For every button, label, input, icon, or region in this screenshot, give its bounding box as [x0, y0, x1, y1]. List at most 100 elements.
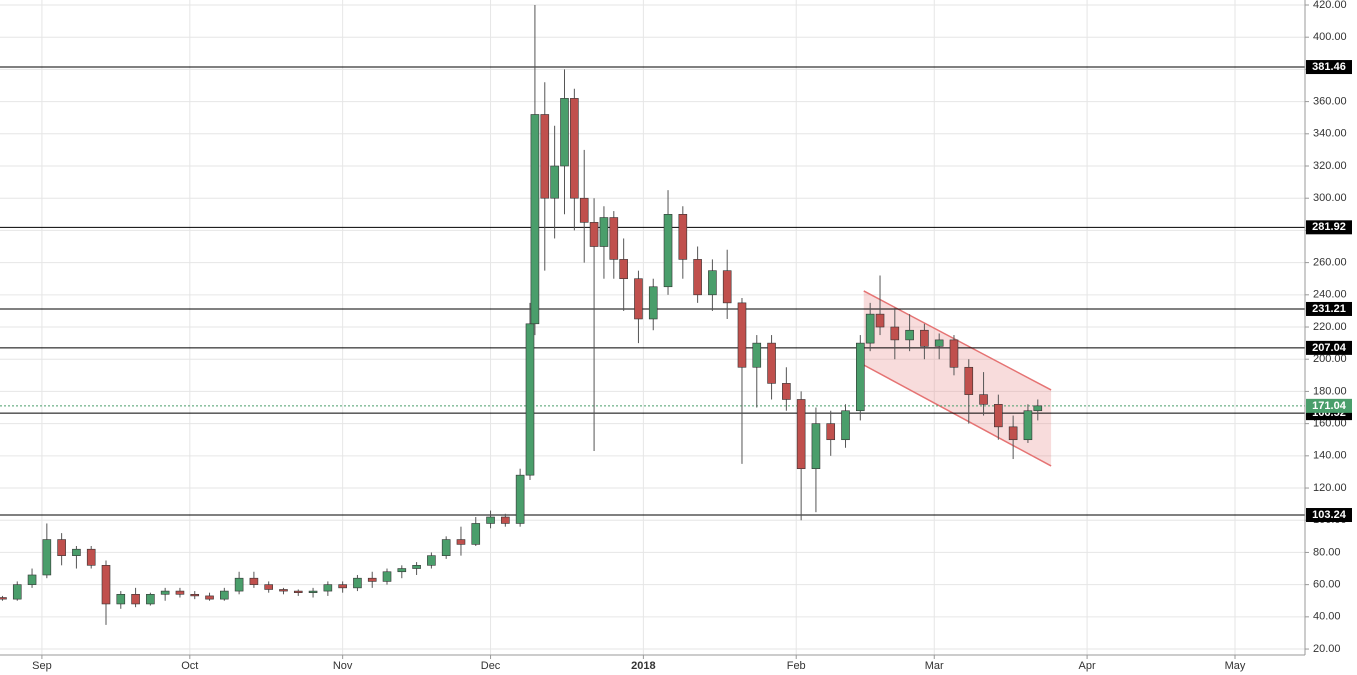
candle-body	[1023, 410, 1033, 441]
level-label: 103.24	[1312, 509, 1347, 521]
candle-body	[540, 114, 550, 199]
candle-body	[264, 584, 273, 590]
level-label: 231.21	[1312, 303, 1346, 315]
candle-body	[249, 577, 259, 585]
candle-body	[856, 342, 865, 412]
candle-body	[693, 259, 702, 296]
y-tick-label: 180.00	[1313, 385, 1347, 397]
level-label-box	[1306, 60, 1352, 75]
y-tick-label: 40.00	[1313, 611, 1341, 623]
y-tick-label: 260.00	[1313, 257, 1347, 269]
x-tick-label: May	[1225, 660, 1246, 672]
candle-body	[949, 339, 959, 368]
level-label-box	[1306, 220, 1352, 235]
level-label: 381.46	[1312, 61, 1346, 73]
candle-body	[101, 565, 111, 605]
y-tick-label: 420.00	[1313, 0, 1347, 11]
candle-body	[994, 404, 1003, 428]
candle-body	[811, 423, 821, 470]
candle-body	[397, 568, 407, 573]
level-label-box	[1306, 340, 1352, 355]
level-label: 281.92	[1312, 221, 1346, 233]
candle-body	[609, 217, 619, 260]
candle-body	[382, 571, 392, 582]
candle-body	[338, 584, 347, 589]
y-tick-label: 360.00	[1313, 96, 1347, 108]
candle-body	[441, 539, 451, 556]
candle-body	[427, 555, 436, 566]
candle-body	[205, 595, 214, 600]
candle-body	[648, 286, 658, 320]
candle-body	[367, 577, 377, 582]
candle-body	[865, 313, 875, 344]
y-tick-label: 340.00	[1313, 128, 1347, 140]
y-tick-label: 20.00	[1313, 643, 1341, 655]
candle-body	[293, 590, 303, 593]
candle-body	[353, 577, 362, 589]
level-label: 207.04	[1312, 342, 1347, 354]
candle-body	[979, 394, 988, 405]
candle-body	[57, 539, 66, 556]
candle-body	[190, 593, 200, 597]
candle-body	[323, 584, 333, 592]
candle-body	[486, 516, 495, 524]
candle-body	[160, 590, 170, 595]
candle-body	[841, 410, 850, 441]
candle-body	[1033, 405, 1043, 412]
candle-body	[72, 548, 81, 556]
candle-body	[796, 399, 806, 470]
candle-body	[570, 98, 579, 199]
candle-body	[737, 302, 747, 368]
candle-body	[412, 565, 421, 569]
candle-body	[708, 270, 717, 296]
x-tick-label: Apr	[1079, 660, 1096, 672]
candle-body	[308, 590, 318, 593]
candle-body	[634, 278, 643, 320]
candle-body	[530, 114, 540, 325]
candle-body	[525, 323, 535, 476]
candle-body	[920, 329, 929, 347]
candle-body	[875, 313, 885, 328]
candle-body	[599, 217, 609, 247]
candle-body	[27, 574, 37, 585]
x-tick-label: Mar	[925, 660, 944, 672]
candle-body	[934, 339, 944, 347]
candle-body	[131, 593, 140, 605]
candle-body	[279, 589, 288, 592]
x-tick-label: Sep	[32, 660, 52, 672]
candle-body	[589, 222, 599, 247]
x-tick-label: Feb	[787, 660, 806, 672]
candle-body	[560, 98, 569, 167]
x-tick-label: Oct	[181, 660, 198, 672]
candle-body	[146, 593, 155, 605]
last-price-label: 171.04	[1312, 400, 1347, 412]
candle-body	[550, 165, 559, 199]
y-tick-label: 200.00	[1313, 353, 1347, 365]
axes: 20.0040.0060.0080.00100.00120.00140.0016…	[32, 0, 1352, 672]
level-label-box	[1306, 508, 1352, 523]
last-price-box	[1306, 398, 1352, 413]
plot	[0, 4, 1305, 625]
y-tick-label: 160.00	[1313, 418, 1347, 430]
candle-body	[767, 342, 776, 384]
y-tick-label: 400.00	[1313, 31, 1347, 43]
candle-body	[619, 259, 628, 280]
candle-body	[678, 214, 688, 260]
candle-body	[86, 548, 96, 566]
candle-body	[752, 342, 762, 368]
candle-body	[890, 326, 900, 341]
y-tick-label: 60.00	[1313, 579, 1341, 591]
candle-body	[471, 523, 481, 545]
candle-body	[782, 383, 791, 400]
candle-body	[234, 577, 244, 592]
candle-body	[1008, 426, 1018, 441]
x-tick-label: Dec	[481, 660, 501, 672]
y-tick-label: 80.00	[1313, 546, 1341, 558]
candle-body	[12, 584, 22, 600]
x-tick-label: Nov	[333, 660, 353, 672]
candle-body	[722, 270, 732, 304]
x-tick-label: 2018	[631, 660, 655, 672]
candle-body	[826, 423, 836, 441]
